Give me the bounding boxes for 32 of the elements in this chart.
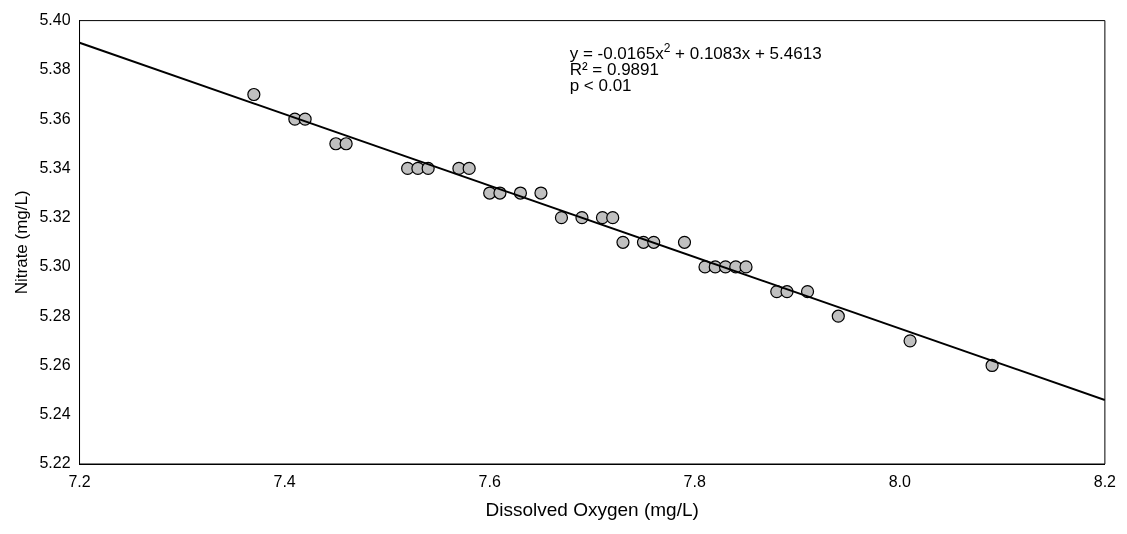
y-tick-label: 5.38 bbox=[39, 60, 71, 78]
y-tick-label: 5.24 bbox=[39, 405, 71, 423]
point bbox=[831, 309, 845, 323]
x-tick-label: 8.2 bbox=[1093, 473, 1117, 491]
y-axis-title: Nitrate (mg/L) bbox=[11, 190, 31, 295]
point bbox=[329, 137, 343, 151]
x-tick-label: 7.2 bbox=[68, 473, 91, 491]
y-tick-label: 5.34 bbox=[39, 158, 71, 176]
y-tick-label: 5.40 bbox=[39, 11, 71, 29]
point bbox=[903, 334, 917, 348]
y-tick-label: 5.22 bbox=[39, 454, 71, 472]
point bbox=[247, 87, 261, 102]
point bbox=[606, 211, 620, 225]
y-tick-label: 5.36 bbox=[39, 109, 71, 127]
annotation: p < 0.01 bbox=[569, 75, 632, 95]
x-tick-label: 7.6 bbox=[478, 473, 501, 491]
point bbox=[534, 186, 548, 200]
y-tick-label: 5.28 bbox=[39, 306, 71, 324]
point bbox=[739, 260, 753, 274]
x-axis-title: Dissolved Oxygen (mg/L) bbox=[485, 498, 699, 520]
y-tick-label: 5.26 bbox=[39, 355, 71, 373]
point bbox=[462, 161, 476, 175]
y-tick-label: 5.32 bbox=[39, 208, 71, 226]
point bbox=[411, 161, 425, 175]
point bbox=[339, 137, 353, 151]
x-tick-label: 7.8 bbox=[683, 473, 706, 491]
point bbox=[554, 211, 569, 225]
point bbox=[616, 235, 630, 249]
point bbox=[677, 235, 692, 249]
y-tick-label: 5.30 bbox=[39, 257, 71, 275]
x-tick-label: 8.0 bbox=[888, 473, 912, 491]
x-tick-label: 7.4 bbox=[273, 473, 296, 491]
